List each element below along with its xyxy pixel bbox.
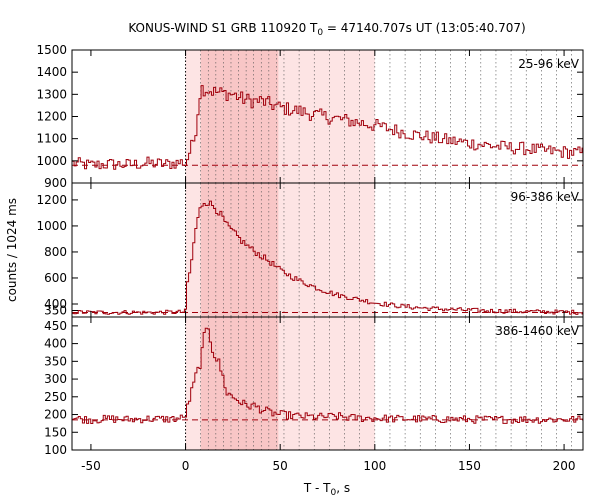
x-tick-label: 100 [363, 459, 386, 473]
x-axis-label: T - T0, s [303, 481, 350, 498]
y-tick-label: 1500 [36, 43, 67, 57]
energy-band-label: 25-96 keV [518, 57, 580, 71]
y-tick-label: 1000 [36, 219, 67, 233]
highlight-band-dark [200, 183, 279, 317]
panel-3: 100 150 200 250 300 350 400 450 386-1460 keV [44, 316, 584, 457]
y-tick-label: 350 [44, 354, 67, 368]
y-tick-label: 800 [44, 245, 67, 259]
y-tick-label: 900 [44, 176, 67, 190]
y-tick-label: 450 [44, 319, 67, 333]
light-curve-1 [72, 85, 583, 170]
y-axis-label: counts / 1024 ms [5, 198, 19, 302]
light-curve-3 [72, 327, 583, 425]
y-tick-label: 250 [44, 390, 67, 404]
highlight-band-dark [200, 50, 279, 183]
y-tick-label: 200 [44, 408, 67, 422]
energy-band-label: 96-386 keV [511, 190, 580, 204]
y-tick-label: 1400 [36, 65, 67, 79]
y-tick-label: 400 [44, 337, 67, 351]
panel-2: 400 600 800 1000 1200 350 96-386 keV [36, 182, 584, 318]
y-tick-label: 1100 [36, 132, 67, 146]
y-tick-label: 300 [44, 372, 67, 386]
y-tick-label: 1300 [36, 87, 67, 101]
x-tick-label: 200 [553, 459, 576, 473]
x-tick-label: -50 [81, 459, 101, 473]
x-tick-label: 0 [182, 459, 190, 473]
light-curve-2 [72, 200, 583, 315]
x-tick-label: 50 [273, 459, 288, 473]
x-axis: -50 0 50 100 150 200 [81, 459, 575, 473]
y-tick-label: 1200 [36, 193, 67, 207]
y-tick-label: 350 [44, 303, 67, 317]
energy-band-label: 386-1460 keV [495, 324, 579, 338]
x-tick-label: 150 [458, 459, 481, 473]
panel-frame [71, 316, 584, 451]
y-tick-label: 1000 [36, 154, 67, 168]
y-tick-label: 100 [44, 443, 67, 457]
panel-1: 900 1000 1100 1200 1300 1400 1500 25-96 keV [36, 43, 584, 190]
plot-area: 900 1000 1100 1200 1300 1400 1500 25-96 keV 400 6… [36, 43, 584, 457]
highlight-band-dark [200, 317, 279, 450]
y-tick-label: 1200 [36, 110, 67, 124]
y-tick-label: 150 [44, 425, 67, 439]
y-tick-label: 600 [44, 271, 67, 285]
y-tick-label: 400 [44, 297, 67, 311]
chart-title: KONUS-WIND S1 GRB 110920 T0 = 47140.707s… [128, 21, 525, 38]
